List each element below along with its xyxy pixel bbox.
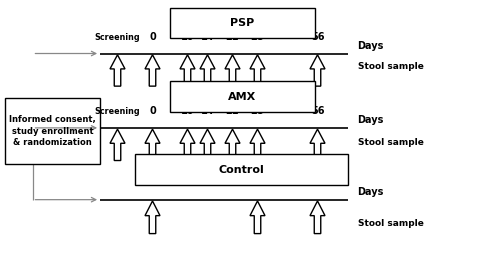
Bar [135, 154, 348, 185]
Polygon shape [200, 129, 215, 161]
Polygon shape [180, 55, 195, 86]
Text: 10: 10 [181, 32, 194, 42]
Polygon shape [200, 55, 215, 86]
Polygon shape [225, 55, 240, 86]
Polygon shape [145, 201, 160, 234]
Text: 0: 0 [149, 32, 156, 42]
Polygon shape [310, 201, 325, 234]
Text: PSP: PSP [230, 18, 254, 28]
Polygon shape [225, 129, 240, 161]
Text: AMX: AMX [228, 92, 256, 102]
Polygon shape [110, 55, 125, 86]
Text: 21: 21 [226, 106, 239, 116]
Polygon shape [310, 129, 325, 161]
Text: Days: Days [358, 41, 384, 51]
Text: 28: 28 [250, 106, 264, 116]
Polygon shape [110, 129, 125, 161]
Polygon shape [180, 129, 195, 161]
Text: 28: 28 [250, 178, 264, 188]
Text: 14: 14 [201, 106, 214, 116]
Polygon shape [250, 129, 265, 161]
Text: 0: 0 [149, 106, 156, 116]
Text: Control: Control [218, 165, 264, 175]
Polygon shape [310, 55, 325, 86]
Text: Screening: Screening [94, 107, 140, 116]
Polygon shape [250, 201, 265, 234]
Text: Stool sample: Stool sample [358, 219, 424, 228]
Text: 21: 21 [226, 32, 239, 42]
Text: 56: 56 [311, 178, 324, 188]
Text: 28: 28 [250, 32, 264, 42]
Text: Informed consent,
study enrollment
& randomization: Informed consent, study enrollment & ran… [9, 115, 96, 147]
Text: Stool sample: Stool sample [358, 62, 424, 71]
Polygon shape [250, 55, 265, 86]
Text: 56: 56 [311, 32, 324, 42]
Text: 10: 10 [181, 106, 194, 116]
Bar [170, 81, 315, 112]
Text: 56: 56 [311, 106, 324, 116]
Bar [5, 98, 100, 164]
Polygon shape [145, 129, 160, 161]
Text: 0: 0 [149, 178, 156, 188]
Text: 14: 14 [201, 32, 214, 42]
Bar [170, 8, 315, 38]
Text: Screening: Screening [94, 33, 140, 42]
Text: Days: Days [358, 115, 384, 125]
Text: Stool sample: Stool sample [358, 138, 424, 147]
Text: Days: Days [358, 187, 384, 197]
Polygon shape [145, 55, 160, 86]
